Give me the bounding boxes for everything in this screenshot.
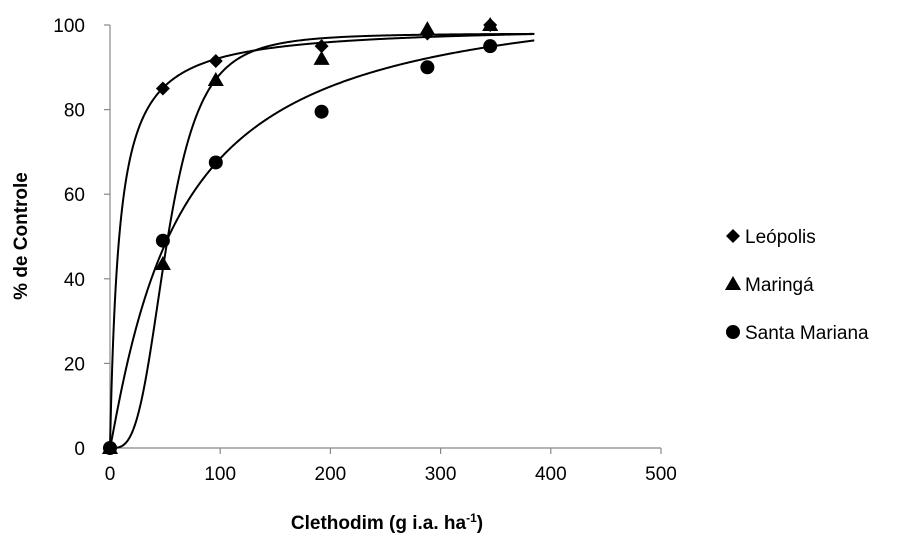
y-tick-label: 20 — [64, 354, 85, 375]
x-tick-label: 0 — [105, 464, 116, 485]
y-tick-label: 40 — [64, 270, 85, 291]
data-point — [482, 16, 499, 32]
data-point — [154, 255, 171, 271]
legend-marker — [726, 325, 740, 339]
y-tick-label: 80 — [64, 101, 85, 122]
legend-item: Santa Mariana — [726, 323, 869, 344]
data-points — [101, 16, 499, 455]
data-point — [314, 104, 329, 119]
data-point — [483, 39, 498, 54]
y-axis-label: % de Controle — [11, 172, 32, 300]
legend-label: Santa Mariana — [745, 323, 869, 344]
data-point — [420, 60, 435, 75]
y-tick-label: 100 — [53, 16, 85, 37]
data-point — [314, 39, 329, 54]
fit-curve-1 — [110, 32, 535, 449]
x-tick-label: 100 — [204, 464, 236, 485]
legend-marker — [724, 275, 742, 291]
fit-curve-0 — [109, 33, 535, 448]
x-axis-label-tail: ) — [477, 513, 483, 534]
x-tick-label: 200 — [315, 464, 347, 485]
series-2-points — [103, 39, 498, 455]
legend-label: Leópolis — [745, 227, 816, 248]
data-point — [208, 53, 223, 68]
y-tick-label: 60 — [64, 185, 85, 206]
fitted-curves — [109, 32, 535, 449]
legend: Leópolis Maringá Santa Mariana — [724, 227, 869, 344]
legend-label: Maringá — [745, 275, 814, 296]
data-point — [103, 441, 117, 455]
axis-labels: % de Controle Clethodim (g i.a. ha-1) — [11, 172, 483, 534]
x-tick-label: 400 — [535, 464, 567, 485]
x-tick-label: 500 — [645, 464, 677, 485]
axes: 0 100 200 300 400 500 0 20 40 60 80 100 — [53, 16, 677, 485]
legend-marker — [726, 229, 740, 243]
fit-curve-2 — [109, 39, 535, 449]
data-point — [207, 71, 224, 87]
x-axis-label: Clethodim (g i.a. ha-1) — [291, 511, 483, 534]
data-point — [155, 233, 170, 248]
x-tick-label: 300 — [425, 464, 457, 485]
y-tick-label: 0 — [74, 439, 85, 460]
data-point — [313, 50, 330, 65]
data-point — [419, 21, 436, 36]
x-axis-label-superscript: -1 — [466, 511, 477, 525]
data-point — [155, 81, 170, 96]
data-point — [208, 155, 223, 170]
legend-item: Maringá — [724, 275, 814, 296]
x-axis-label-main: Clethodim (g i.a. ha — [291, 513, 467, 534]
legend-item: Leópolis — [726, 227, 816, 248]
